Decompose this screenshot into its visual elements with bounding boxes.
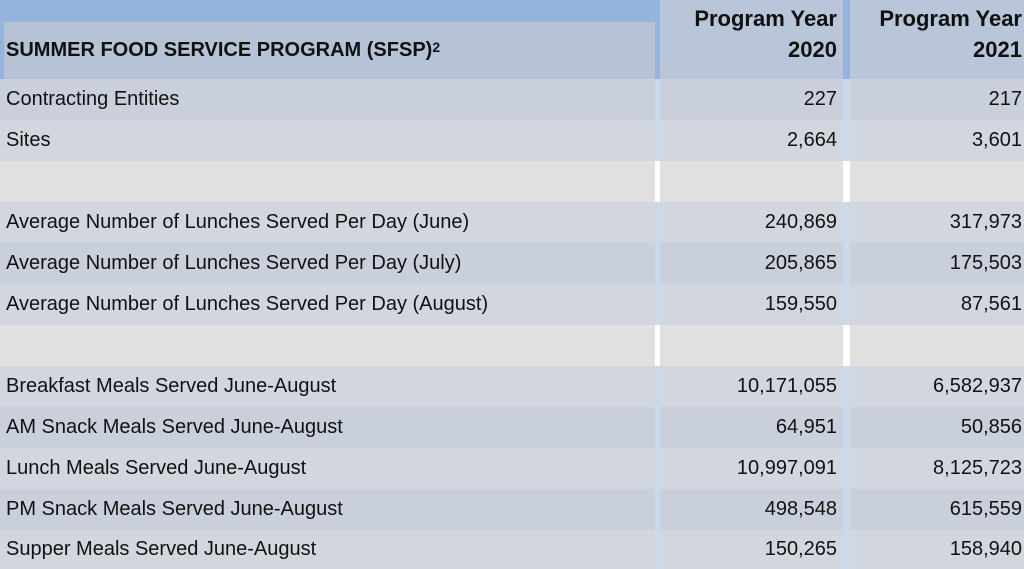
column-divider <box>655 161 660 202</box>
column-divider <box>843 202 850 243</box>
table-row: Contracting Entities 227 217 <box>0 79 1024 120</box>
row-label <box>0 161 655 202</box>
value-2020 <box>660 325 843 366</box>
table-row: PM Snack Meals Served June-August 498,548… <box>0 489 1024 530</box>
value-2021 <box>850 325 1024 366</box>
table-row: Breakfast Meals Served June-August 10,171… <box>0 366 1024 407</box>
column-divider <box>655 325 660 366</box>
row-label: Lunch Meals Served June-August <box>0 448 655 489</box>
value-2020: 240,869 <box>660 202 843 243</box>
value-2021: 3,601 <box>850 120 1024 161</box>
column-divider <box>655 120 660 161</box>
column-divider <box>843 161 850 202</box>
column-header-line2: 2020 <box>788 37 837 62</box>
column-header-2020: Program Year 2020 <box>660 0 843 79</box>
value-2020 <box>660 161 843 202</box>
value-2021: 158,940 <box>850 530 1024 569</box>
table-row: AM Snack Meals Served June-August 64,951 5… <box>0 407 1024 448</box>
column-header-line1: Program Year <box>879 6 1022 31</box>
column-divider <box>843 407 850 448</box>
value-2021: 87,561 <box>850 284 1024 325</box>
column-divider <box>843 284 850 325</box>
column-divider <box>655 366 660 407</box>
column-divider <box>655 448 660 489</box>
value-2020: 205,865 <box>660 243 843 284</box>
column-divider <box>843 79 850 120</box>
column-divider <box>655 407 660 448</box>
value-2021: 50,856 <box>850 407 1024 448</box>
row-label: Sites <box>0 120 655 161</box>
footnote-marker: 2 <box>432 38 441 55</box>
column-divider <box>843 448 850 489</box>
column-divider <box>843 530 850 569</box>
value-2021: 317,973 <box>850 202 1024 243</box>
row-label <box>0 325 655 366</box>
table-row: Supper Meals Served June-August 150,265 15… <box>0 530 1024 569</box>
value-2020: 10,171,055 <box>660 366 843 407</box>
table-header: SUMMER FOOD SERVICE PROGRAM (SFSP) 2 Prog… <box>0 0 1024 79</box>
title-text: SUMMER FOOD SERVICE PROGRAM (SFSP) <box>6 39 433 61</box>
value-2021: 615,559 <box>850 489 1024 530</box>
row-label: Supper Meals Served June-August <box>0 530 655 569</box>
value-2020: 150,265 <box>660 530 843 569</box>
table-row: Average Number of Lunches Served Per Day… <box>0 284 1024 325</box>
column-divider <box>843 243 850 284</box>
column-divider <box>843 120 850 161</box>
table-title: SUMMER FOOD SERVICE PROGRAM (SFSP) 2 <box>4 22 655 79</box>
row-label: Contracting Entities <box>0 79 655 120</box>
column-divider <box>655 284 660 325</box>
value-2020: 64,951 <box>660 407 843 448</box>
value-2021: 217 <box>850 79 1024 120</box>
row-label: Average Number of Lunches Served Per Day… <box>0 243 655 284</box>
row-label: Average Number of Lunches Served Per Day… <box>0 284 655 325</box>
column-divider <box>843 489 850 530</box>
column-header-2021: Program Year 2021 <box>850 0 1024 79</box>
row-label: Breakfast Meals Served June-August <box>0 366 655 407</box>
column-divider <box>843 325 850 366</box>
column-divider <box>655 79 660 120</box>
value-2021 <box>850 161 1024 202</box>
value-2020: 10,997,091 <box>660 448 843 489</box>
value-2021: 8,125,723 <box>850 448 1024 489</box>
column-header-line1: Program Year <box>694 6 837 31</box>
value-2020: 159,550 <box>660 284 843 325</box>
column-divider <box>843 366 850 407</box>
table-row: Average Number of Lunches Served Per Day… <box>0 243 1024 284</box>
value-2021: 6,582,937 <box>850 366 1024 407</box>
column-divider <box>655 202 660 243</box>
table-row: Lunch Meals Served June-August 10,997,091… <box>0 448 1024 489</box>
spacer-row <box>0 325 1024 366</box>
spacer-row <box>0 161 1024 202</box>
value-2020: 227 <box>660 79 843 120</box>
column-divider <box>655 530 660 569</box>
table-row: Average Number of Lunches Served Per Day… <box>0 202 1024 243</box>
value-2020: 498,548 <box>660 489 843 530</box>
column-header-line2: 2021 <box>973 37 1022 62</box>
value-2021: 175,503 <box>850 243 1024 284</box>
value-2020: 2,664 <box>660 120 843 161</box>
row-label: Average Number of Lunches Served Per Day… <box>0 202 655 243</box>
column-divider <box>655 243 660 284</box>
row-label: AM Snack Meals Served June-August <box>0 407 655 448</box>
column-divider <box>655 489 660 530</box>
table-row: Sites 2,664 3,601 <box>0 120 1024 161</box>
row-label: PM Snack Meals Served June-August <box>0 489 655 530</box>
